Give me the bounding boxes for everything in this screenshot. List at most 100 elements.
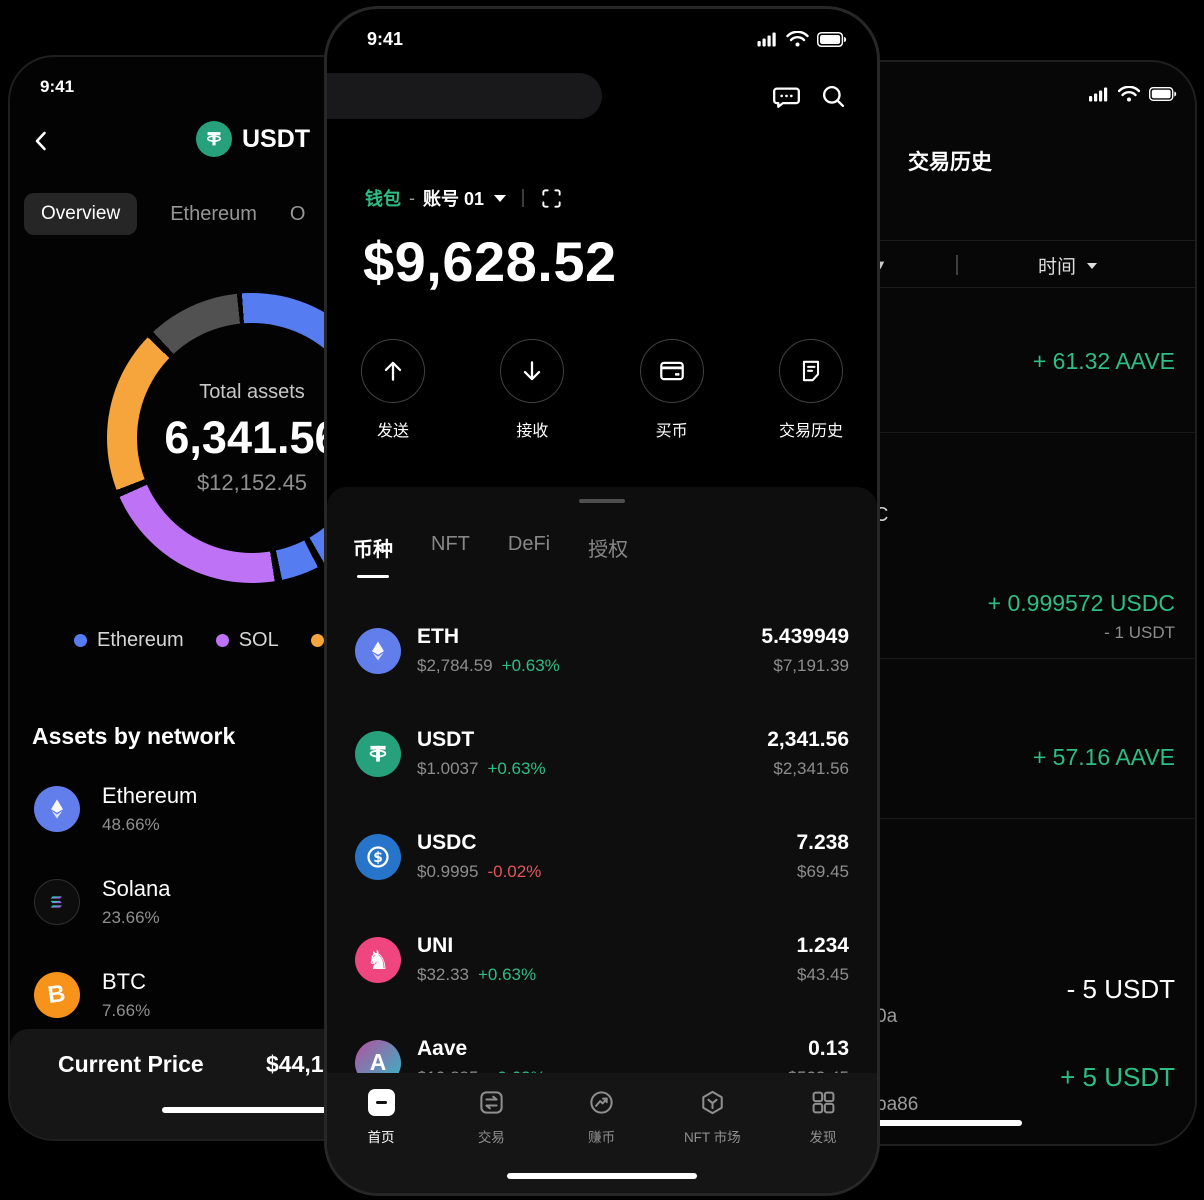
send-button[interactable]: 发送 [361,339,425,441]
battery-icon [1149,87,1177,101]
status-time: 9:41 [40,77,75,96]
tab-defi[interactable]: DeFi [507,533,551,555]
tx-fragment-4: 0a [876,1006,898,1027]
battery-icon [817,31,847,47]
row-divider [602,432,1195,433]
account-name[interactable]: 账号 01 [423,189,485,209]
home-indicator [507,1173,697,1179]
token-row-uni[interactable]: ♞ UNI $32.33 +0.63% 1.234 $43.45 [327,908,877,1011]
wallet-label: 钱包 [365,189,401,209]
ethereum-icon [34,786,80,832]
tab-coins[interactable]: 币种 [353,533,393,562]
account-selector-row: 钱包 - 账号 01 [365,185,563,211]
change-badge: -0.02% [487,862,542,881]
divider [522,189,525,207]
history-button[interactable]: 交易历史 [778,339,843,441]
token-row-eth[interactable]: ETH $2,784.59 +0.63% 5.439949 $7,191.39 [327,599,877,702]
home-indicator [162,1107,406,1113]
time-filter[interactable]: 时间 [1038,252,1098,279]
chevron-down-icon [1087,262,1098,269]
tx-fragment-5: ba86 [876,1094,919,1115]
chevron-left-icon [35,131,46,151]
network-row-solana[interactable]: Solana 23.66% [34,876,171,928]
quick-actions: 发送 接收 买币 交易历史 [361,339,843,441]
tether-icon [196,121,232,157]
ethereum-icon [355,627,401,674]
assets-by-network-heading: Assets by network [32,723,236,749]
nav-nft-market[interactable]: NFT 市场 [684,1089,741,1193]
support-chat-button[interactable] [772,82,801,111]
total-assets-value: 6,341.56 [164,411,340,463]
tx-amount-4: - 5 USDT [1066,974,1175,1004]
status-time: 9:41 [367,28,404,49]
asset-tabs: 币种 NFT DeFi 授权 [353,533,628,562]
current-price-label: Current Price [58,1051,204,1077]
token-header: USDT [196,121,310,157]
change-badge: +0.63% [487,759,546,778]
tether-icon [355,730,401,777]
total-balance: $9,628.52 [363,230,617,293]
chat-bubble-icon [773,87,800,108]
bitcoin-icon: B [34,972,80,1018]
tab-approvals[interactable]: 授权 [588,539,629,561]
network-row-btc[interactable]: B BTC 7.66% [34,969,150,1021]
nft-hexagon-icon [702,1090,723,1115]
token-tabs: Overview Ethereum O [24,193,305,235]
nav-home[interactable]: 首页 [353,1089,409,1193]
wifi-icon [786,31,809,47]
legend-dot-purple [215,634,229,647]
earn-icon [590,1091,613,1114]
tx-sub-2: - 1 USDT [1104,623,1175,642]
status-bar: 9:41 [367,25,847,53]
tx-amount-5: + 5 USDT [1060,1062,1175,1092]
nav-discover[interactable]: 发现 [795,1089,851,1193]
legend-dot-orange [310,634,324,647]
tab-ethereum[interactable]: Ethereum [170,202,257,225]
tab-overview[interactable]: Overview [24,193,138,235]
home-icon [367,1089,395,1116]
buy-crypto-button[interactable]: 买币 [639,339,704,441]
discover-grid-icon [812,1091,834,1114]
document-icon [778,339,843,403]
chevron-down-icon[interactable] [494,194,507,202]
filter-divider [956,255,958,275]
network-row-ethereum[interactable]: Ethereum 48.66% [34,783,197,835]
drag-handle[interactable] [579,499,625,503]
signal-icon [757,32,776,46]
wallet-header: 交易所 Web3 钱包 [327,73,877,123]
arrow-up-icon [361,339,425,403]
token-row-usdc[interactable]: $ USDC $0.9995 -0.02% 7.238 $69.45 [327,805,877,908]
token-row-usdt[interactable]: USDT $1.0037 +0.63% 2,341.56 $2,341.56 [327,702,877,805]
tab-truncated[interactable]: O [289,202,306,225]
back-button[interactable] [30,129,54,153]
page-title: USDT [242,124,311,153]
tab-nft[interactable]: NFT [431,533,470,555]
solana-icon [34,879,80,925]
scan-button[interactable] [540,187,563,210]
uniswap-icon: ♞ [355,936,401,983]
status-icons [757,31,847,47]
receive-button[interactable]: 接收 [500,339,565,441]
row-divider [602,818,1195,819]
signal-icon [1089,87,1108,101]
phone-center-wallet-home: 9:41 交易所 Web3 钱包 钱包 - [324,6,880,1196]
tx-amount-3: + 57.16 AAVE [1032,744,1175,770]
tx-amount-2: + 0.999572 USDC [987,590,1175,616]
home-indicator [782,1120,1022,1126]
legend-sol: SOL [215,629,279,652]
donut-center-text: Total assets 6,341.56 $12,152.45 [107,293,397,583]
scan-icon [542,188,561,208]
trade-icon [480,1091,503,1114]
search-button[interactable] [819,82,847,110]
total-assets-usd: $12,152.45 [196,469,308,495]
change-badge: +0.63% [478,965,537,984]
svg-text:$: $ [373,850,383,866]
card-icon [639,339,704,403]
legend-dot-blue [74,634,87,647]
nav-earn[interactable]: 赚币 [574,1089,630,1193]
usdc-icon: $ [355,833,401,880]
search-icon [822,85,845,108]
token-list: ETH $2,784.59 +0.63% 5.439949 $7,191.39 U… [327,599,877,1114]
nav-trade[interactable]: 交易 [463,1089,519,1193]
